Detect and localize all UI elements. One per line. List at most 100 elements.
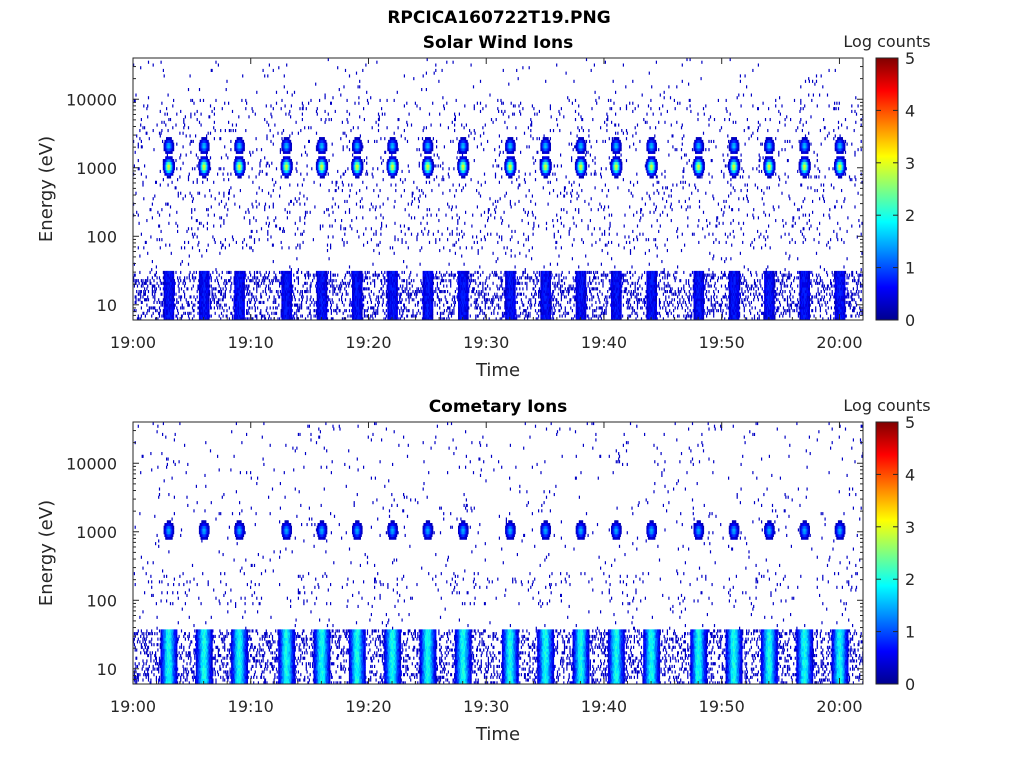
heatmap-cell (321, 314, 323, 318)
heatmap-cell (332, 153, 334, 157)
heatmap-cell (251, 167, 253, 171)
heatmap-cell (225, 279, 227, 283)
heatmap-cell (260, 317, 263, 320)
heatmap-cell (365, 276, 367, 280)
heatmap-cell (422, 295, 424, 299)
heatmap-cell (200, 159, 202, 163)
heatmap-cell (265, 172, 267, 176)
heatmap-cell (408, 169, 410, 173)
heatmap-cell (401, 298, 403, 302)
heatmap-cell (163, 290, 165, 294)
heatmap-cell (346, 109, 348, 113)
heatmap-cell (359, 199, 361, 203)
heatmap-cell (239, 276, 241, 280)
heatmap-cell (316, 309, 318, 313)
heatmap-cell (354, 314, 356, 318)
heatmap-cell (408, 276, 410, 280)
heatmap-cell (198, 191, 201, 195)
heatmap-cell (348, 210, 351, 214)
heatmap-cell (226, 281, 228, 285)
heatmap-cell (205, 270, 207, 274)
heatmap-cell (324, 298, 326, 302)
heatmap-cell (427, 167, 429, 171)
heatmap-cell (401, 270, 403, 274)
heatmap-cell (138, 281, 140, 285)
heatmap-cell (425, 290, 427, 294)
heatmap-cell (248, 175, 250, 179)
heatmap-cell (193, 314, 195, 318)
heatmap-cell (264, 202, 267, 206)
heatmap-cell (357, 145, 359, 149)
heatmap-cell (323, 156, 325, 160)
heatmap-cell (235, 284, 237, 288)
heatmap-cell (225, 202, 227, 206)
heatmap-cell (301, 232, 303, 236)
heatmap-cell (323, 309, 325, 313)
heatmap-cell (167, 167, 169, 171)
heatmap-cell (356, 317, 358, 320)
heatmap-cell (323, 290, 325, 294)
heatmap-cell (266, 134, 268, 138)
heatmap-cell (166, 175, 168, 179)
heatmap-cell (285, 281, 287, 285)
heatmap-cell (235, 309, 237, 313)
heatmap-cell (291, 93, 293, 97)
heatmap-cell (359, 311, 361, 315)
heatmap-cell (243, 287, 245, 291)
heatmap-cell (235, 270, 237, 274)
heatmap-cell (285, 164, 287, 168)
heatmap-cell (235, 167, 237, 171)
heatmap-cell (200, 287, 202, 291)
heatmap-cell (359, 292, 361, 296)
heatmap-cell (359, 281, 361, 285)
heatmap-cell (354, 295, 356, 299)
heatmap-cell (241, 276, 243, 280)
heatmap-cell (408, 298, 410, 302)
heatmap-cell (236, 287, 238, 291)
heatmap-cell (377, 129, 380, 133)
heatmap-cell (394, 199, 396, 203)
heatmap-cell (390, 306, 392, 310)
heatmap-cell (393, 251, 395, 255)
heatmap-cell (169, 303, 172, 307)
heatmap-cell (346, 118, 348, 122)
heatmap-cell (323, 137, 325, 141)
heatmap-cell (169, 287, 171, 291)
heatmap-cell (352, 273, 354, 277)
heatmap-cell (396, 284, 398, 288)
heatmap-cell (171, 150, 173, 154)
heatmap-cell (203, 169, 205, 173)
heatmap-cell (238, 169, 240, 173)
heatmap-cell (253, 295, 255, 299)
heatmap-cell (237, 276, 239, 280)
heatmap-cell (172, 284, 174, 288)
heatmap-cell (166, 281, 168, 285)
heatmap-cell (289, 317, 291, 320)
heatmap-cell (286, 306, 288, 310)
heatmap-cell (168, 317, 170, 320)
heatmap-cell (164, 276, 166, 280)
heatmap-cell (287, 150, 289, 154)
heatmap-cell (248, 298, 250, 302)
heatmap-cell (318, 311, 320, 315)
heatmap-cell (228, 189, 230, 193)
heatmap-cell (365, 63, 367, 67)
heatmap-cell (324, 279, 326, 283)
heatmap-cell (260, 273, 262, 277)
heatmap-cell (211, 290, 213, 294)
heatmap-cell (165, 292, 167, 296)
heatmap-cell (358, 284, 360, 288)
heatmap-cell (183, 311, 185, 315)
heatmap-cell (201, 148, 203, 152)
heatmap-cell (206, 300, 208, 304)
heatmap-cell (324, 311, 326, 315)
heatmap-cell (146, 303, 148, 307)
heatmap-cell (426, 167, 428, 171)
heatmap-cell (203, 279, 205, 283)
heatmap-cell (400, 314, 402, 318)
heatmap-cell (425, 159, 427, 163)
heatmap-cell (223, 191, 225, 195)
heatmap-cell (238, 115, 240, 119)
heatmap-cell (355, 290, 357, 294)
heatmap-cell (137, 298, 139, 302)
